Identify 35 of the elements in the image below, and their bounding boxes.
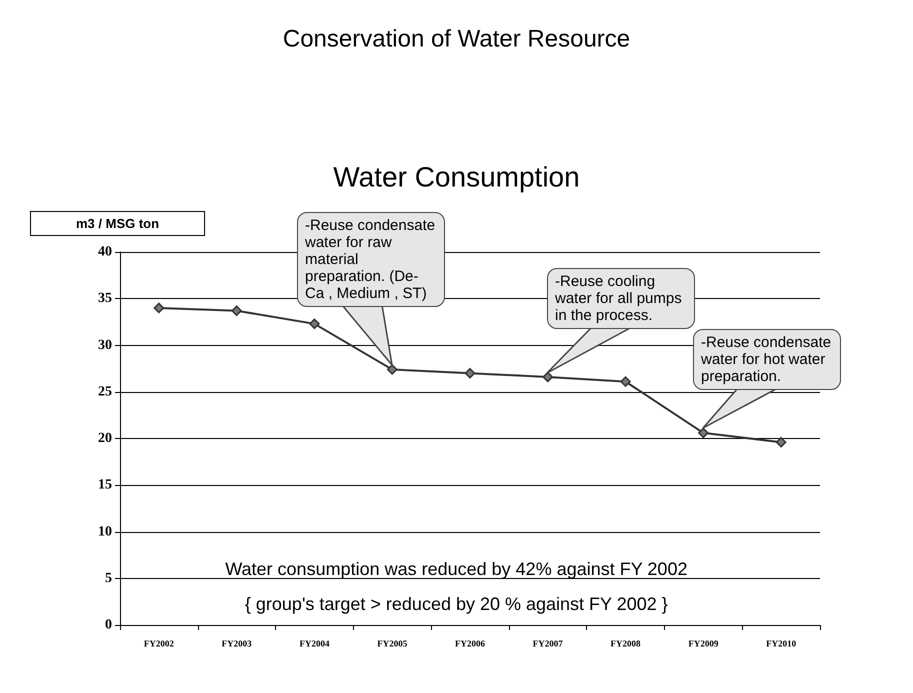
y-axis-title: m3 / MSG ton [76,216,160,231]
annotation: -Reuse condensate water for hot water preparation. [693,329,841,390]
y-tick-label: 20 [98,431,112,446]
y-tick-label: 30 [98,338,112,353]
y-tick-label: 40 [98,244,112,260]
point [776,436,786,448]
point [464,368,476,378]
y-tick-label: 25 [98,384,112,400]
point [309,318,320,330]
x-tick-label: FY2003 [222,638,252,648]
x-tick-label: FY2006 [455,638,486,648]
annotation: -Reuse cooling water for all pumps in the process. [547,268,695,329]
y-tick-label: 15 [98,478,112,493]
point [386,364,398,375]
x-tick-label: FY2008 [610,638,642,648]
point [620,376,631,387]
x-tick-label: FY2010 [766,638,797,648]
annotation: { group's target > reduced by 20 % against FY 2002 } [244,594,668,614]
x-tick-label: FY2002 [144,638,174,648]
x-tick-label: FY2005 [377,638,408,648]
point [542,372,554,382]
y-tick-label: 5 [105,570,112,586]
x-tick-label: FY2007 [532,638,564,648]
y-tick-label: 35 [98,291,112,306]
annotation: Water consumption was reduced by 42% against FY 2002 [225,559,688,579]
point [154,302,164,314]
point [698,428,709,438]
chart-title: Conservation of Water Resource [282,26,630,52]
y-tick-label: 10 [98,524,112,540]
x-tick-label: FY2004 [299,638,330,648]
y-tick-label: 0 [105,618,112,632]
chart-subtitle: Water Consumption [333,162,580,192]
x-tick-label: FY2009 [688,638,719,648]
point [231,305,242,316]
annotation: -Reuse condensate water for raw material preparation. (De-Ca , Medium , ST) [297,212,445,307]
